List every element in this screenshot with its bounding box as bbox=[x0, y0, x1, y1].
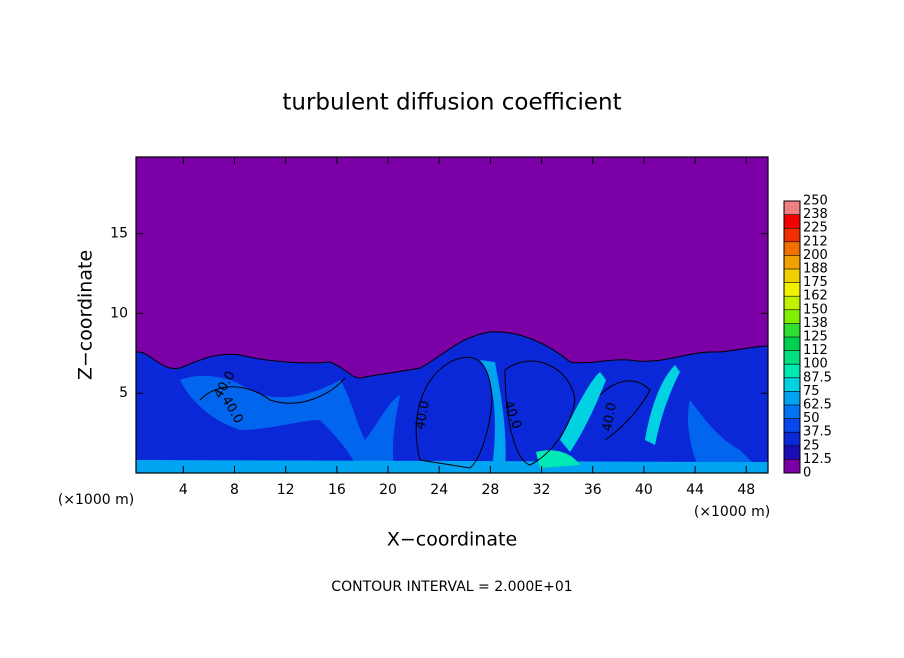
y-tick-label: 10 bbox=[110, 305, 128, 321]
field-region bbox=[136, 331, 768, 473]
colorbar-label: 112 bbox=[803, 343, 828, 358]
colorbar-swatch bbox=[784, 364, 800, 378]
colorbar-swatch bbox=[784, 255, 800, 269]
field bbox=[136, 157, 768, 473]
x-tick-label: 4 bbox=[179, 482, 188, 498]
field-region bbox=[688, 400, 760, 470]
field-region bbox=[536, 450, 580, 468]
colorbar-swatch bbox=[784, 201, 800, 215]
colorbar-label: 125 bbox=[803, 330, 828, 345]
colorbar-label: 212 bbox=[803, 234, 828, 249]
colorbar-label: 162 bbox=[803, 289, 828, 304]
x-tick-label: 28 bbox=[481, 482, 499, 498]
x-tick-label: 48 bbox=[737, 482, 755, 498]
colorbar-label: 75 bbox=[803, 384, 820, 399]
colorbar-label: 250 bbox=[803, 194, 828, 209]
colorbar-swatch bbox=[784, 323, 800, 337]
field-region bbox=[645, 365, 680, 445]
chart-title: turbulent diffusion coefficient bbox=[282, 90, 621, 116]
colorbar-swatch bbox=[784, 377, 800, 392]
colorbar-swatch bbox=[784, 296, 800, 310]
x-unit-label: (×1000 m) bbox=[58, 492, 134, 508]
colorbar-label: 25 bbox=[803, 438, 820, 453]
colorbar-swatch bbox=[784, 309, 800, 324]
y-tick-label: 5 bbox=[119, 385, 128, 401]
field-region bbox=[136, 460, 768, 473]
x-tick-label: 8 bbox=[230, 482, 239, 498]
colorbar-label: 150 bbox=[803, 302, 828, 317]
colorbar-label: 138 bbox=[803, 316, 828, 331]
contour-line bbox=[415, 356, 576, 469]
colorbar-label: 200 bbox=[803, 248, 828, 263]
colorbar-swatch bbox=[784, 405, 800, 419]
colorbar-label: 225 bbox=[803, 221, 828, 236]
contour-line bbox=[136, 331, 768, 379]
colorbar-label: 37.5 bbox=[803, 425, 832, 440]
x-tick-label: 44 bbox=[686, 482, 704, 498]
colorbar-label: 62.5 bbox=[803, 398, 832, 413]
x-tick-label: 24 bbox=[430, 482, 448, 498]
colorbar-swatch bbox=[784, 432, 800, 446]
colorbar-swatch bbox=[784, 282, 800, 297]
colorbar-label: 12.5 bbox=[803, 452, 832, 467]
field-region bbox=[180, 375, 400, 473]
x-tick-label: 16 bbox=[328, 482, 346, 498]
colorbar-label: 100 bbox=[803, 357, 828, 372]
x-tick-label: 40 bbox=[635, 482, 653, 498]
contour-label: 40.0 bbox=[600, 401, 620, 432]
colorbar-swatch bbox=[784, 459, 800, 473]
colorbar-label: 50 bbox=[803, 411, 820, 426]
colorbar-swatch bbox=[784, 269, 800, 283]
colorbar-swatch bbox=[784, 391, 800, 405]
colorbar-swatch bbox=[784, 418, 800, 433]
colorbar-swatch bbox=[784, 214, 800, 229]
x-axis-label: X−coordinate bbox=[387, 529, 517, 551]
colorbar-label: 188 bbox=[803, 262, 828, 277]
annotation: CONTOUR INTERVAL = 2.000E+01 bbox=[331, 579, 572, 595]
x-tick-label: 12 bbox=[277, 482, 295, 498]
colorbar-label: 0 bbox=[803, 466, 811, 481]
colorbar-swatch bbox=[784, 228, 800, 242]
contour-line bbox=[199, 377, 651, 441]
y-tick-label: 15 bbox=[110, 226, 128, 242]
colorbar-swatch bbox=[784, 350, 800, 365]
y-axis-label: Z−coordinate bbox=[75, 250, 97, 380]
colorbar-label: 87.5 bbox=[803, 370, 832, 385]
colorbar-label: 175 bbox=[803, 275, 828, 290]
contour-label: 40.0 bbox=[413, 399, 433, 430]
x-tick-label: 36 bbox=[584, 482, 602, 498]
plot-frame bbox=[135, 156, 769, 474]
x-tick-label: 32 bbox=[533, 482, 551, 498]
colorbar-swatch bbox=[784, 445, 800, 460]
colorbar-swatch bbox=[784, 241, 800, 256]
x-tick-label: 20 bbox=[379, 482, 397, 498]
x-unit-label: (×1000 m) bbox=[694, 504, 770, 520]
colorbar-swatch bbox=[784, 337, 800, 351]
colorbar-label: 238 bbox=[803, 207, 828, 222]
field-region bbox=[560, 372, 606, 452]
field-region bbox=[480, 360, 506, 470]
